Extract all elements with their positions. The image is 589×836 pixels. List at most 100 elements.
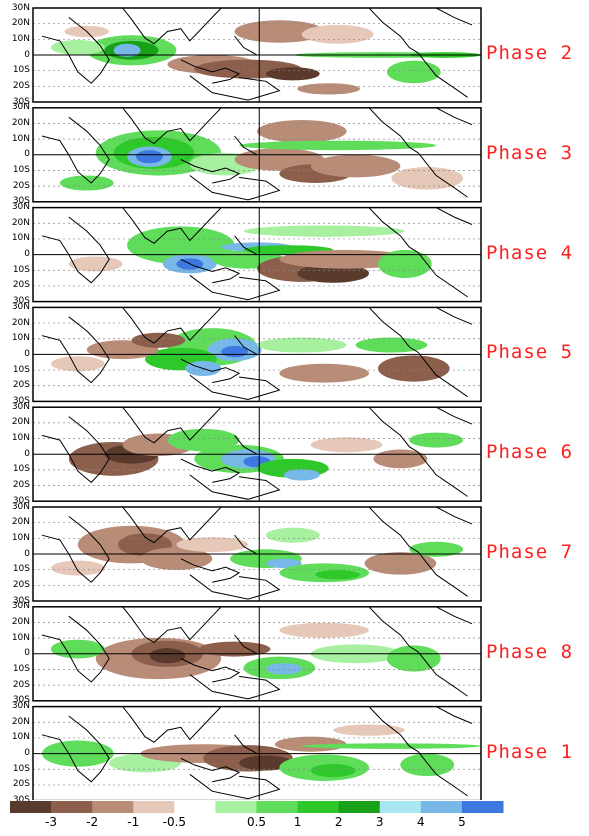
phase-panel (32, 606, 482, 702)
latitude-label: 30N (11, 202, 30, 213)
colorbar-tick-label: -1 (127, 815, 140, 829)
coastline (180, 258, 241, 284)
phase-label: Phase 6 (486, 441, 574, 464)
panel-frame (32, 107, 482, 203)
anomaly-region (377, 355, 450, 382)
latitude-label: 20S (12, 380, 30, 391)
coastline (417, 252, 468, 298)
latitude-label: 10S (12, 564, 30, 575)
latitude-label: 20S (12, 579, 30, 590)
anomaly-region (301, 24, 374, 44)
colorbar-tick-label: 1 (293, 815, 302, 829)
latitude-label: 0 (24, 149, 30, 160)
latitude-label: 30N (11, 301, 30, 312)
anomaly-region (310, 154, 401, 178)
anomaly-region (140, 547, 213, 570)
latitude-label: 10N (11, 333, 30, 344)
coastline (122, 407, 222, 444)
latitude-label: 30N (11, 102, 30, 113)
latitude-label: 20S (12, 679, 30, 690)
coastline (435, 207, 473, 225)
coastline (41, 516, 110, 583)
coastline (417, 52, 468, 98)
anomaly-region (257, 337, 347, 353)
colorbar-tick-label: 4 (417, 815, 425, 829)
colorbar (10, 801, 504, 813)
panel-frame (32, 206, 482, 303)
anomaly-region (297, 83, 361, 95)
anomaly-region (59, 175, 114, 191)
phase-label: Phase 5 (486, 341, 574, 364)
anomaly-region (364, 552, 437, 575)
coastline (435, 706, 473, 724)
anomaly-region (310, 437, 383, 453)
coastline (435, 507, 473, 525)
latitude-label: 0 (24, 348, 30, 359)
anomaly-region (50, 39, 105, 55)
coastline (368, 207, 419, 254)
panel-frame (32, 306, 482, 403)
anomaly-region (239, 140, 437, 151)
latitude-label: 0 (24, 648, 30, 659)
coastline (189, 374, 281, 401)
latitude-label: 30N (11, 601, 30, 612)
anomaly-region (265, 558, 302, 569)
coastline (435, 606, 473, 625)
panel-frame (32, 506, 482, 602)
colorbar-segment (379, 801, 422, 813)
phase-panel (32, 107, 482, 203)
anomaly-region (265, 663, 302, 675)
anomaly-region (386, 645, 441, 672)
phase-label: Phase 2 (486, 42, 574, 64)
colorbar-segment (215, 801, 257, 813)
colorbar-segment (338, 801, 381, 813)
phase-panel (32, 7, 482, 103)
latitude-label: 30S (12, 96, 30, 107)
phase-maps (32, 7, 482, 800)
anomaly-region (315, 569, 361, 580)
coastline (122, 8, 222, 45)
colorbar-tick-label: 3 (375, 815, 384, 829)
latitude-label: 10S (12, 663, 30, 674)
coastline (180, 757, 241, 783)
coastline (41, 216, 110, 284)
phase-label: Phase 7 (486, 541, 574, 563)
colorbar-tick-label: 0.5 (246, 815, 267, 829)
panel-frame (32, 606, 482, 702)
latitude-label: 20N (11, 317, 30, 328)
latitude-label: 10N (11, 33, 30, 44)
latitude-label: 30S (12, 196, 30, 207)
coastline (180, 358, 241, 384)
latitude-label: 10N (11, 532, 30, 543)
anomaly-region (149, 648, 186, 664)
coastline (189, 474, 281, 500)
coastline (122, 107, 222, 145)
panel-frame (32, 406, 482, 502)
coastline (435, 107, 473, 126)
phase-panel (32, 206, 482, 303)
colorbar-segment (256, 801, 299, 813)
latitude-label: 10N (11, 433, 30, 444)
coastline (189, 674, 281, 700)
colorbar-tick-label: -3 (45, 815, 58, 829)
phase-label: Phase 1 (486, 740, 574, 763)
latitude-label: 20N (11, 616, 30, 627)
latitude-label: 30S (12, 595, 30, 606)
coastline (368, 407, 419, 453)
anomaly-region (198, 641, 271, 657)
colorbar-segment (10, 801, 52, 813)
colorbar-segment (133, 801, 175, 813)
coastline (234, 35, 258, 56)
latitude-label: 20N (11, 217, 30, 228)
coastline (180, 59, 241, 84)
anomaly-region (391, 167, 464, 190)
coastline (435, 407, 473, 425)
latitude-label: 10S (12, 164, 30, 175)
panel-frame (32, 7, 482, 103)
coastline (234, 135, 258, 156)
colorbar-segment (461, 801, 504, 813)
latitude-label: 30N (11, 501, 30, 512)
coastline (368, 606, 419, 653)
anomaly-region (113, 43, 141, 57)
latitude-label: 0 (24, 748, 30, 759)
